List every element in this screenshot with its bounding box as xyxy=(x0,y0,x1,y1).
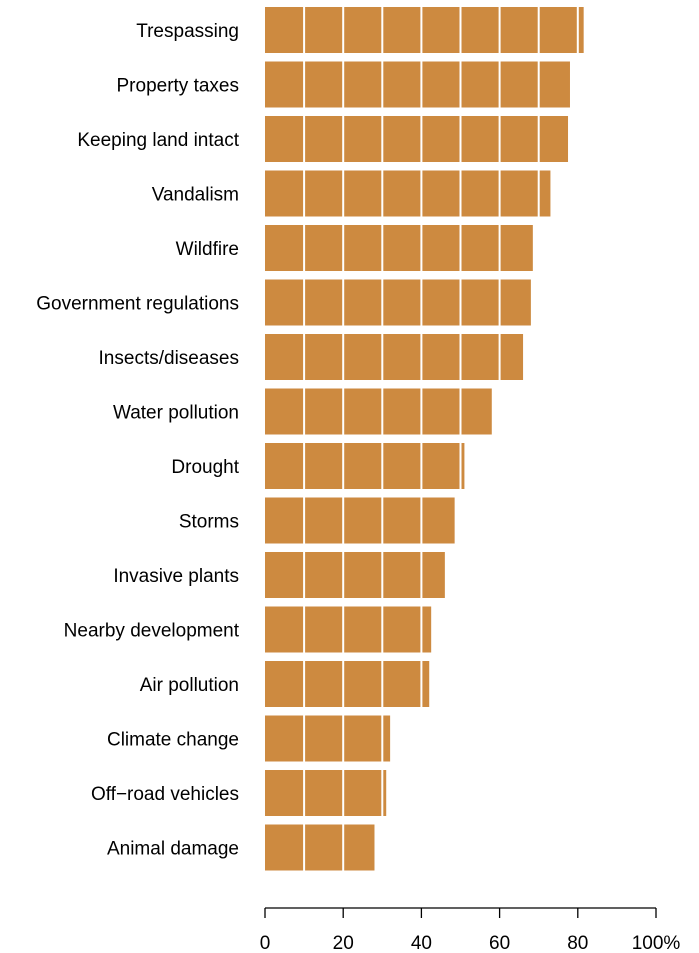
category-label-invasive-plants: Invasive plants xyxy=(113,566,239,587)
x-axis-ticks-group: 0 20 40 60 80 100% xyxy=(260,908,681,953)
category-label-vandalism: Vandalism xyxy=(152,185,239,206)
bar-storms xyxy=(265,497,455,544)
category-label-air-pollution: Air pollution xyxy=(140,675,239,696)
bar-trespassing xyxy=(265,7,584,53)
category-label-animal-damage: Animal damage xyxy=(107,839,239,860)
bar-air-pollution xyxy=(265,661,430,707)
x-tick-label-20: 20 xyxy=(333,933,354,953)
category-label-water-pollution: Water pollution xyxy=(113,403,239,424)
x-tick-label-80: 80 xyxy=(567,933,588,953)
bar-off-road-vehicles xyxy=(265,770,387,816)
category-label-keeping-land-intact: Keeping land intact xyxy=(77,130,239,151)
x-tick-label-0: 0 xyxy=(260,933,271,953)
category-label-wildfire: Wildfire xyxy=(176,239,239,260)
bar-invasive-plants xyxy=(265,552,445,598)
bar-animal-damage xyxy=(265,824,375,871)
x-tick-label-40: 40 xyxy=(411,933,432,953)
category-label-storms: Storms xyxy=(179,512,239,533)
bars-group xyxy=(265,7,584,871)
category-label-insects-diseases: Insects/diseases xyxy=(99,348,239,369)
bar-vandalism xyxy=(265,170,551,217)
category-label-trespassing: Trespassing xyxy=(136,21,239,42)
category-label-property-taxes: Property taxes xyxy=(117,76,240,97)
bar-government-regulations xyxy=(265,279,531,326)
category-label-off-road-vehicles: Off−road vehicles xyxy=(91,784,239,805)
x-tick-label-100: 100% xyxy=(632,933,681,953)
bar-insects-diseases xyxy=(265,334,524,380)
x-tick-label-60: 60 xyxy=(489,933,510,953)
category-label-drought: Drought xyxy=(171,457,239,478)
bar-water-pollution xyxy=(265,388,492,435)
bar-climate-change xyxy=(265,715,391,762)
category-label-climate-change: Climate change xyxy=(107,730,239,751)
gridlines-group xyxy=(303,5,618,873)
bar-nearby-development xyxy=(265,606,432,653)
bar-property-taxes xyxy=(265,61,570,108)
category-labels-group: Trespassing Property taxes Keeping land in… xyxy=(36,21,239,860)
bar-keeping-land-intact xyxy=(265,116,569,162)
category-label-nearby-development: Nearby development xyxy=(64,621,240,642)
bar-drought xyxy=(265,443,465,489)
bar-wildfire xyxy=(265,225,533,271)
category-label-government-regulations: Government regulations xyxy=(36,294,239,315)
